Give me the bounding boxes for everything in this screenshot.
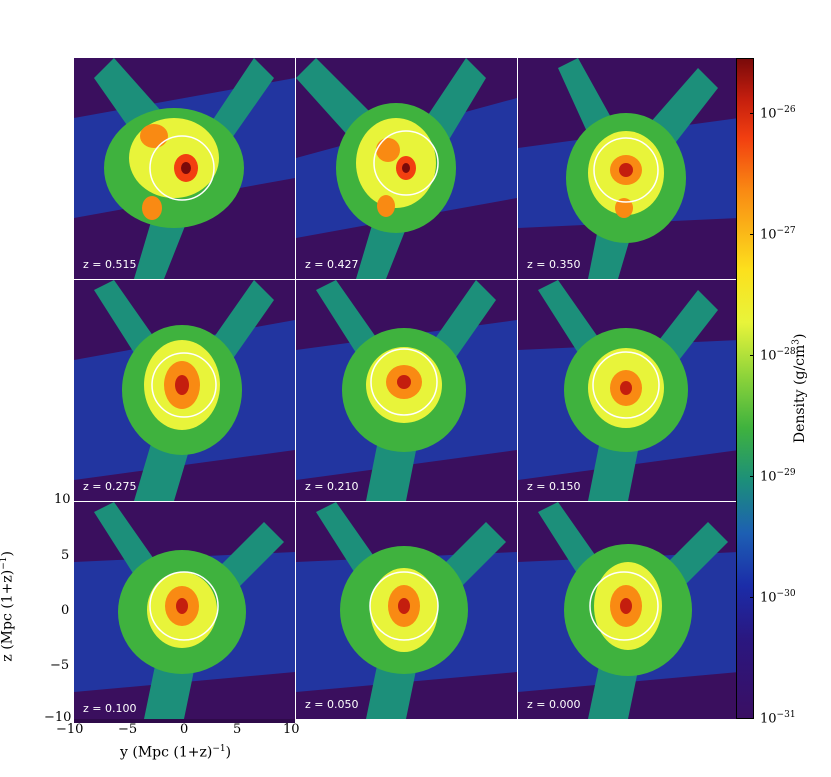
redshift-label: z = 0.150 [527, 480, 581, 493]
x-tick-label: −10 [56, 722, 84, 737]
density-map [74, 502, 295, 719]
colorbar-tick-label: 10−26 [760, 105, 796, 122]
y-tick-label: 10 [54, 492, 71, 507]
colorbar-tick-mark [750, 718, 754, 719]
colorbar-tick-mark [750, 355, 754, 356]
colorbar-tick-mark [750, 476, 754, 477]
colorbar-tick-mark [750, 113, 754, 114]
density-map [518, 58, 739, 279]
redshift-label: z = 0.515 [83, 258, 137, 271]
panel-z-0150: z = 0.150 [518, 280, 739, 501]
colorbar-tick-mark [750, 234, 754, 235]
panel-z-0210: z = 0.210 [296, 280, 517, 501]
x-tick-label: 5 [233, 722, 242, 737]
panel-z-0050: z = 0.050 [296, 502, 517, 719]
colorbar-tick-label: 10−30 [760, 589, 796, 606]
redshift-label: z = 0.100 [83, 702, 137, 715]
x-tick-label: −5 [118, 722, 138, 737]
x-tick-label: 10 [283, 722, 300, 737]
panel-z-0100: z = 0.100 [74, 502, 295, 723]
colorbar-tick-mark [750, 597, 754, 598]
density-map [518, 280, 739, 501]
y-tick-label: 5 [61, 548, 70, 563]
density-map [74, 280, 295, 501]
x-tick-label: 0 [180, 722, 189, 737]
colorbar-tick-label: 10−31 [760, 710, 796, 727]
density-colorbar [736, 58, 754, 719]
colorbar-tick-label: 10−28 [760, 347, 796, 364]
panel-z-0000: z = 0.000 [518, 502, 739, 719]
y-tick-label: 0 [61, 603, 70, 618]
redshift-label: z = 0.275 [83, 480, 137, 493]
density-map [296, 502, 517, 719]
panel-z-0427: z = 0.427 [296, 58, 517, 279]
panel-z-0275: z = 0.275 [74, 280, 295, 501]
redshift-label: z = 0.427 [305, 258, 359, 271]
density-map [518, 502, 739, 719]
redshift-label: z = 0.350 [527, 258, 581, 271]
y-axis-title: z (Mpc (1+z)−1) [0, 551, 16, 662]
x-axis-title: y (Mpc (1+z)−1) [120, 744, 232, 761]
density-map [296, 280, 517, 501]
redshift-label: z = 0.050 [305, 698, 359, 711]
panel-z-0515: z = 0.515 [74, 58, 295, 279]
redshift-label: z = 0.210 [305, 480, 359, 493]
colorbar-title: Density (g/cm3) [791, 333, 809, 444]
density-map [74, 58, 295, 279]
panel-z-0350: z = 0.350 [518, 58, 739, 279]
density-map [296, 58, 517, 279]
redshift-label: z = 0.000 [527, 698, 581, 711]
colorbar-tick-label: 10−27 [760, 226, 796, 243]
colorbar-tick-label: 10−29 [760, 468, 796, 485]
y-tick-label: −10 [44, 710, 72, 725]
y-tick-label: −5 [50, 658, 70, 673]
